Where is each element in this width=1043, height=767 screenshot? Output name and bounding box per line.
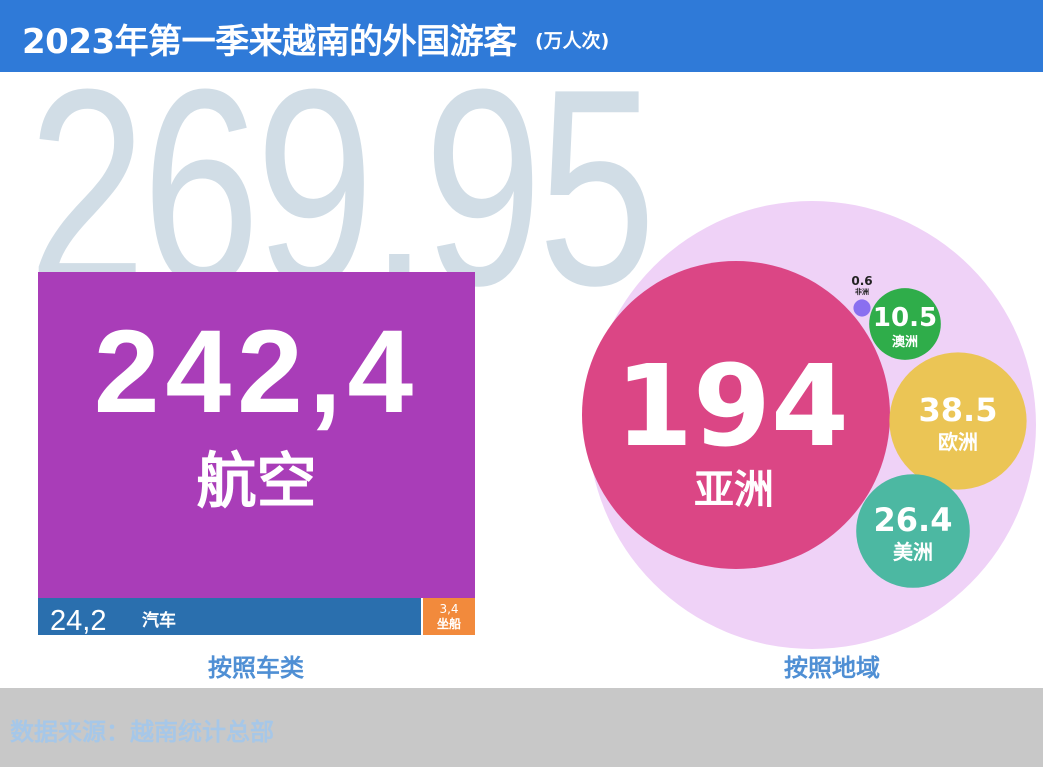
treemap-caption: 按照车类 (208, 654, 304, 682)
bubble-value-europe: 38.5 (919, 391, 998, 429)
treemap-label-car: 汽车 (142, 610, 176, 631)
treemap-chart: 242,4 航空 24,2 汽车 3,4坐船 (38, 272, 475, 637)
bubble-europe (889, 352, 1027, 490)
treemap-rect-boat (423, 598, 475, 635)
bubble-value-africa: 0.6 (851, 274, 872, 288)
treemap-value-air: 242,4 (94, 306, 419, 438)
footer-bar: 数据来源：越南统计总部 (0, 688, 1043, 767)
bubble-label-america: 美洲 (893, 540, 933, 564)
bubble-label-africa: 非洲 (855, 287, 869, 296)
bubble-asia (582, 261, 890, 569)
page-title: 2023年第一季来越南的外国游客 (22, 22, 517, 62)
bubble-label-europe: 欧洲 (938, 430, 978, 454)
treemap-rect-car (38, 598, 421, 635)
bubble-value-america: 26.4 (874, 501, 953, 539)
bubble-label-asia: 亚洲 (694, 467, 774, 513)
treemap-label-air: 航空 (197, 447, 317, 517)
bubble-label-oceania: 澳洲 (892, 334, 918, 350)
bubble-caption: 按照地域 (784, 654, 880, 682)
header-bar: 2023年第一季来越南的外国游客 (万人次) (0, 0, 1043, 72)
treemap-value-boat: 3,4 (439, 602, 458, 616)
treemap-value-car: 24,2 (50, 605, 106, 637)
bubble-africa (853, 299, 871, 317)
treemap-label-boat: 坐船 (437, 616, 461, 631)
unit-label: (万人次) (535, 30, 610, 52)
bubble-oceania (869, 288, 941, 360)
bubble-value-asia: 194 (615, 342, 849, 472)
bubble-america (856, 474, 970, 588)
bubble-value-oceania: 10.5 (873, 303, 937, 333)
treemap-rect-air (38, 272, 475, 598)
source-note: 数据来源：越南统计总部 (10, 718, 274, 746)
